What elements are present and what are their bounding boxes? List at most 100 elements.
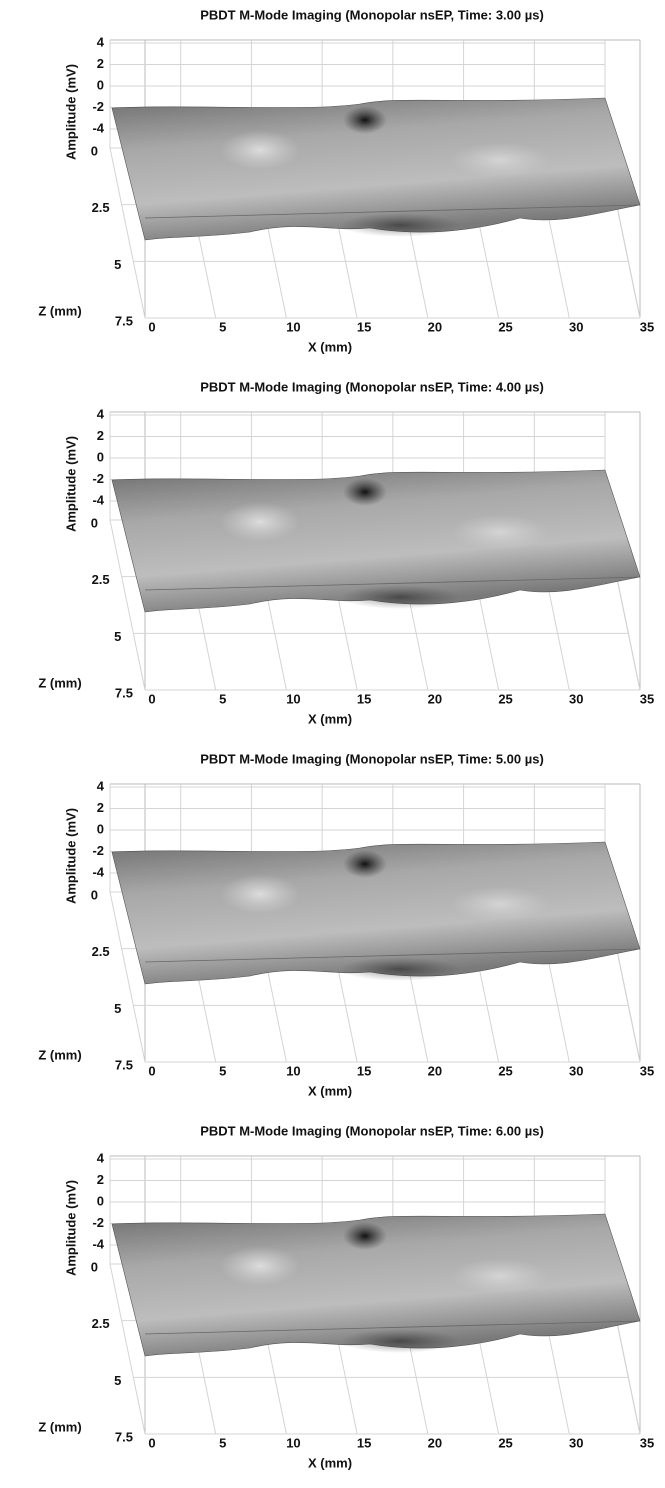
y-tick-label: 2: [97, 56, 104, 71]
x-tick-label: 15: [357, 691, 371, 706]
x-tick-label: 0: [148, 691, 155, 706]
x-tick-label: 10: [286, 691, 300, 706]
x-tick-label: 30: [569, 691, 583, 706]
x-tick-label: 15: [357, 1435, 371, 1450]
z-tick-label: 2.5: [92, 572, 110, 587]
y-tick-label: 4: [97, 406, 105, 421]
x-tick-label: 15: [357, 319, 371, 334]
x-tick-label: 30: [569, 1063, 583, 1078]
surface-shade: [220, 130, 300, 170]
z-axis-label: Z (mm): [38, 1419, 81, 1434]
x-tick-label: 20: [428, 1063, 442, 1078]
grid-line: [109, 1263, 146, 1435]
chart-title: PBDT M-Mode Imaging (Monopolar nsEP, Tim…: [200, 7, 544, 22]
surface-shade: [340, 1329, 460, 1353]
surface-shade: [343, 850, 387, 878]
x-tick-label: 20: [428, 319, 442, 334]
z-tick-label: 2.5: [92, 1316, 110, 1331]
y-tick-label: 0: [97, 77, 104, 92]
x-tick-label: 0: [148, 1435, 155, 1450]
plane-line: [144, 204, 641, 219]
surface-shade: [450, 886, 550, 922]
panel: -4 -2 0 2 4 0 2.5 5 7.5 0 5 10 15 20 25 30 35 PBDT M-Mode…: [38, 379, 654, 726]
surface-shade: [450, 142, 550, 178]
z-tick-label: 7.5: [115, 313, 133, 328]
z-axis-label: Z (mm): [38, 1047, 81, 1062]
y-tick-label: 4: [97, 1150, 105, 1165]
y-tick-label: -4: [92, 492, 104, 507]
y-tick-label: -2: [92, 471, 104, 486]
y-tick-label: -4: [92, 1236, 104, 1251]
x-tick-label: 25: [498, 1063, 512, 1078]
chart-title: PBDT M-Mode Imaging (Monopolar nsEP, Tim…: [200, 379, 544, 394]
z-axis-label: Z (mm): [38, 675, 81, 690]
y-tick-label: -2: [92, 843, 104, 858]
x-tick-label: 25: [498, 319, 512, 334]
panel: -4 -2 0 2 4 0 2.5 5 7.5 0 5 10 15 20 25 30 35 PBDT M-Mode…: [38, 751, 654, 1098]
surface-shade: [220, 1246, 300, 1286]
y-tick-label: -2: [92, 99, 104, 114]
x-tick-label: 20: [428, 691, 442, 706]
z-tick-label: 5: [114, 1001, 121, 1016]
z-tick-label: 2.5: [92, 944, 110, 959]
y-tick-label: 2: [97, 800, 104, 815]
z-tick-label: 0: [91, 515, 98, 530]
x-tick-label: 35: [640, 1063, 654, 1078]
x-tick-label: 5: [219, 1435, 226, 1450]
y-tick-label: 4: [97, 778, 105, 793]
surface-shade: [343, 106, 387, 134]
y-tick-label: 2: [97, 1172, 104, 1187]
x-tick-label: 15: [357, 1063, 371, 1078]
grid-line: [109, 891, 146, 1063]
x-tick-label: 30: [569, 1435, 583, 1450]
z-tick-label: 5: [114, 629, 121, 644]
x-tick-label: 0: [148, 319, 155, 334]
surface-shade: [220, 874, 300, 914]
x-tick-label: 0: [148, 1063, 155, 1078]
x-tick-label: 35: [640, 1435, 654, 1450]
x-tick-label: 25: [498, 1435, 512, 1450]
x-tick-label: 10: [286, 319, 300, 334]
z-tick-label: 0: [91, 143, 98, 158]
y-tick-label: 4: [97, 34, 105, 49]
y-tick-label: 0: [97, 821, 104, 836]
x-tick-label: 35: [640, 319, 654, 334]
x-tick-label: 30: [569, 319, 583, 334]
y-tick-label: -2: [92, 1215, 104, 1230]
y-tick-label: 0: [97, 449, 104, 464]
z-tick-label: 0: [91, 1259, 98, 1274]
surface-shade: [450, 1258, 550, 1294]
z-tick-label: 7.5: [115, 1429, 133, 1444]
z-tick-label: 2.5: [92, 200, 110, 215]
chart-title: PBDT M-Mode Imaging (Monopolar nsEP, Tim…: [200, 1123, 544, 1138]
chart-title: PBDT M-Mode Imaging (Monopolar nsEP, Tim…: [200, 751, 544, 766]
y-axis-label: Amplitude (mV): [63, 436, 78, 532]
x-tick-label: 25: [498, 691, 512, 706]
z-tick-label: 0: [91, 887, 98, 902]
z-tick-label: 7.5: [115, 685, 133, 700]
x-tick-label: 20: [428, 1435, 442, 1450]
surface-shade: [220, 502, 300, 542]
x-tick-label: 5: [219, 691, 226, 706]
surface-shade: [343, 478, 387, 506]
panel: -4 -2 0 2 4 0 2.5 5 7.5 0 5 10 15 20 25 30 35 PBDT M-Mode…: [38, 1123, 654, 1470]
plane-line: [144, 576, 641, 591]
x-axis-label: X (mm): [308, 1455, 352, 1470]
x-tick-label: 5: [219, 1063, 226, 1078]
grid-line: [109, 147, 146, 319]
x-axis-label: X (mm): [308, 1083, 352, 1098]
y-axis-label: Amplitude (mV): [63, 64, 78, 160]
plane-line: [144, 1320, 641, 1335]
z-tick-label: 5: [114, 1373, 121, 1388]
y-axis-label: Amplitude (mV): [63, 808, 78, 904]
y-tick-label: -4: [92, 864, 104, 879]
surface-shade: [340, 957, 460, 981]
y-axis-label: Amplitude (mV): [63, 1180, 78, 1276]
y-tick-label: 2: [97, 428, 104, 443]
plane-line: [144, 948, 641, 963]
y-tick-label: -4: [92, 120, 104, 135]
panel: -4 -2 0 2 4 0 2.5 5 7.5 0 5 10 15 20 25 30 35 PBDT M-Mode…: [38, 7, 654, 354]
y-tick-label: 0: [97, 1193, 104, 1208]
z-tick-label: 5: [114, 257, 121, 272]
